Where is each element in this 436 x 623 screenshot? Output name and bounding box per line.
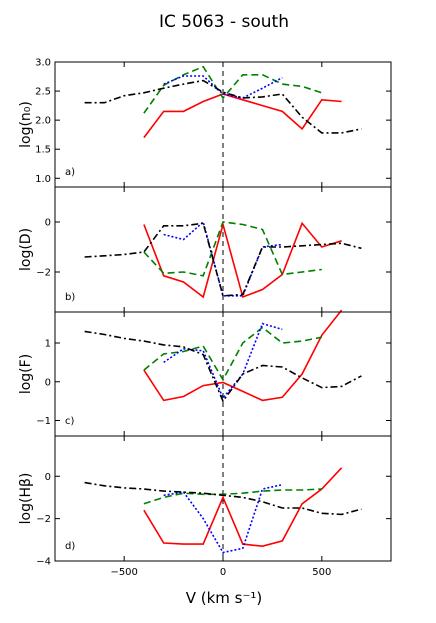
panel-3: −1 0 1 c) log(F): [18, 309, 392, 437]
x-axis-label: V (km s⁻¹): [186, 589, 263, 607]
panel-label: d): [65, 541, 75, 552]
panel-label: a): [65, 167, 75, 178]
series-line-green: [143, 326, 322, 382]
series-line-red: [143, 221, 342, 299]
y-axis-label: log(n₀): [18, 101, 34, 148]
y-tick-label: 1.0: [35, 174, 51, 185]
series-line-red: [143, 93, 342, 139]
panels-group: 1.0 1.5 2.0 2.5 3.0 a) log(n₀) −2 0 b) log(D) −1 0 1 c…: [18, 58, 392, 578]
x-tick-label: −500: [110, 567, 137, 578]
y-tick-label: 0: [45, 218, 51, 229]
y-axis-label: log(D): [18, 228, 34, 271]
series-line-blue: [163, 220, 283, 297]
y-axis-label: log(Hβ): [18, 473, 34, 525]
series-line-blue: [163, 483, 283, 554]
series-line-black: [84, 79, 362, 134]
series-line-red: [143, 309, 343, 402]
panel-label: b): [65, 292, 75, 303]
y-tick-label: −2: [36, 268, 51, 279]
series-line-blue: [163, 322, 283, 400]
y-tick-label: 1.5: [35, 145, 51, 156]
y-tick-label: −2: [36, 514, 51, 525]
panel-frame: [54, 435, 392, 562]
y-tick-label: 3.0: [35, 58, 51, 69]
series-line-green: [143, 488, 322, 505]
y-axis-label: log(F): [18, 354, 34, 394]
series-line-red: [143, 467, 343, 548]
series-line-green: [143, 65, 323, 114]
y-tick-label: 0: [45, 472, 51, 483]
panel-label: c): [65, 416, 74, 427]
y-tick-label: 2.0: [35, 116, 51, 127]
series-line-black: [84, 330, 362, 403]
y-tick-label: 1: [45, 339, 51, 350]
y-tick-label: 2.5: [35, 87, 51, 98]
panel-2: −2 0 b) log(D): [18, 186, 392, 313]
y-tick-label: −1: [36, 416, 51, 427]
y-tick-label: 0: [45, 377, 51, 388]
series-line-black: [84, 481, 362, 516]
x-tick-label: 0: [220, 567, 226, 578]
series-line-blue: [163, 75, 283, 99]
panel-4: −4 −2 0 d) log(Hβ): [18, 435, 392, 568]
x-tick-label: 500: [312, 567, 331, 578]
series-line-green: [143, 221, 322, 277]
series-line-black: [84, 222, 362, 297]
chart-title: IC 5063 - south: [159, 12, 289, 32]
panel-1: 1.0 1.5 2.0 2.5 3.0 a) log(n₀): [18, 58, 392, 188]
y-tick-label: −4: [36, 557, 51, 568]
